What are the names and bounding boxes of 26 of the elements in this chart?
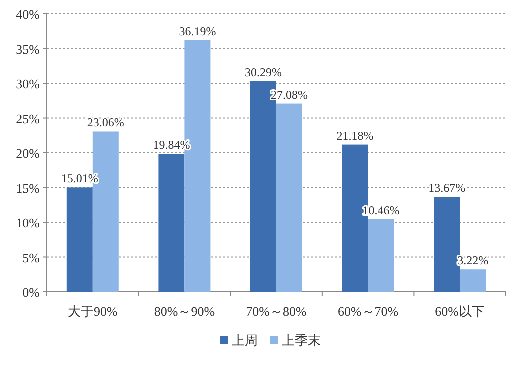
bar	[66, 188, 93, 292]
y-tick-label: 0%	[22, 285, 40, 300]
y-tick-label: 15%	[16, 180, 40, 196]
x-tick-label: 大于90%	[68, 304, 118, 319]
y-tick-label: 10%	[16, 216, 40, 230]
data-label: 23.06%	[87, 116, 124, 130]
data-label: 36.19%	[179, 24, 216, 38]
y-tick-label: 25%	[16, 111, 40, 126]
legend-label: 上季末	[282, 333, 321, 348]
x-tick-label: 80%～90%	[154, 304, 216, 319]
data-label: 13.67%	[428, 180, 466, 195]
y-tick-label: 20%	[16, 146, 40, 161]
data-label: 21.18%	[336, 128, 374, 143]
y-tick-label: 40%	[16, 7, 40, 22]
bar	[158, 154, 185, 292]
y-tick-label: 35%	[16, 42, 40, 57]
bar	[460, 270, 486, 292]
y-tick-label: 5%	[22, 250, 40, 266]
x-tick-label: 60%以下	[435, 304, 486, 319]
legend-label: 上周	[232, 333, 258, 348]
x-tick-label: 70%～80%	[246, 304, 307, 319]
data-label: 30.29%	[245, 65, 282, 80]
y-tick-label: 30%	[16, 76, 40, 92]
x-tick-label: 60%～70%	[338, 304, 399, 319]
bar	[368, 219, 394, 292]
bar	[276, 104, 302, 292]
